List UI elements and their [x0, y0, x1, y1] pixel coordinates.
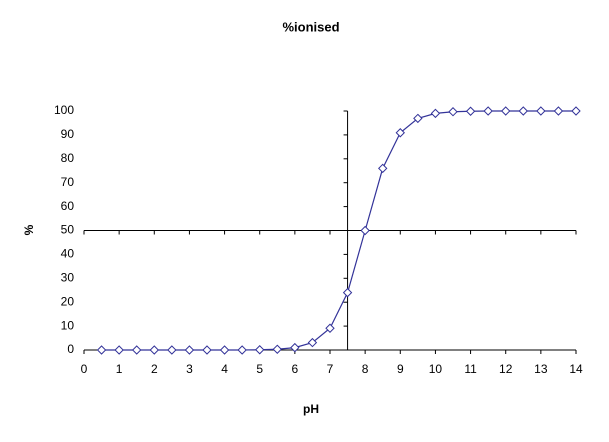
marker	[342, 287, 353, 298]
marker	[483, 106, 493, 116]
marker	[378, 163, 388, 174]
y-tick-label: 20	[61, 294, 75, 308]
marker	[465, 106, 476, 116]
marker	[307, 337, 318, 348]
marker	[518, 106, 528, 116]
y-tick-label: 0	[67, 342, 74, 356]
series-line	[101, 110, 576, 351]
x-tick-label: 4	[221, 362, 228, 376]
chart-title: %ionised	[282, 19, 339, 34]
x-tick-label: 9	[397, 362, 404, 376]
y-tick-label: 30	[61, 270, 75, 284]
marker	[290, 342, 300, 353]
marker	[219, 345, 230, 355]
x-tick-label: 1	[116, 362, 123, 376]
x-tick-label: 5	[256, 362, 263, 376]
marker	[96, 345, 107, 355]
marker	[325, 323, 335, 333]
marker	[184, 345, 195, 355]
marker	[553, 106, 564, 116]
y-tick-label: 100	[54, 103, 74, 117]
marker	[448, 107, 458, 117]
marker	[571, 106, 581, 116]
y-tick-label: 60	[61, 199, 75, 213]
x-tick-label: 2	[151, 362, 158, 376]
marker	[272, 344, 282, 354]
x-tick-label: 7	[327, 362, 334, 376]
marker	[501, 106, 511, 116]
x-tick-label: 8	[362, 362, 369, 376]
x-tick-label: 12	[499, 362, 513, 376]
marker	[413, 113, 423, 124]
x-axis-label: pH	[303, 402, 319, 416]
y-tick-label: 50	[61, 223, 75, 237]
y-tick-label: 90	[61, 127, 75, 141]
y-tick-label: 70	[61, 175, 75, 189]
y-axis-label: %	[22, 224, 36, 235]
marker	[255, 345, 265, 355]
marker	[360, 225, 370, 236]
x-tick-label: 13	[534, 362, 548, 376]
marker	[167, 345, 177, 355]
marker	[202, 345, 212, 355]
marker	[237, 345, 247, 355]
x-tick-label: 11	[464, 362, 477, 376]
marker	[132, 345, 142, 355]
x-tick-label: 0	[81, 362, 88, 376]
marker	[114, 345, 124, 355]
y-tick-label: 40	[61, 247, 75, 261]
marker	[395, 128, 405, 138]
y-tick-label: 10	[61, 318, 75, 332]
x-tick-label: 14	[569, 362, 583, 376]
marker	[149, 345, 159, 355]
marker	[536, 106, 546, 116]
y-tick-label: 80	[61, 151, 75, 165]
marker	[430, 108, 441, 119]
x-tick-label: 6	[292, 362, 299, 376]
x-tick-label: 10	[429, 362, 443, 376]
x-tick-label: 3	[186, 362, 193, 376]
